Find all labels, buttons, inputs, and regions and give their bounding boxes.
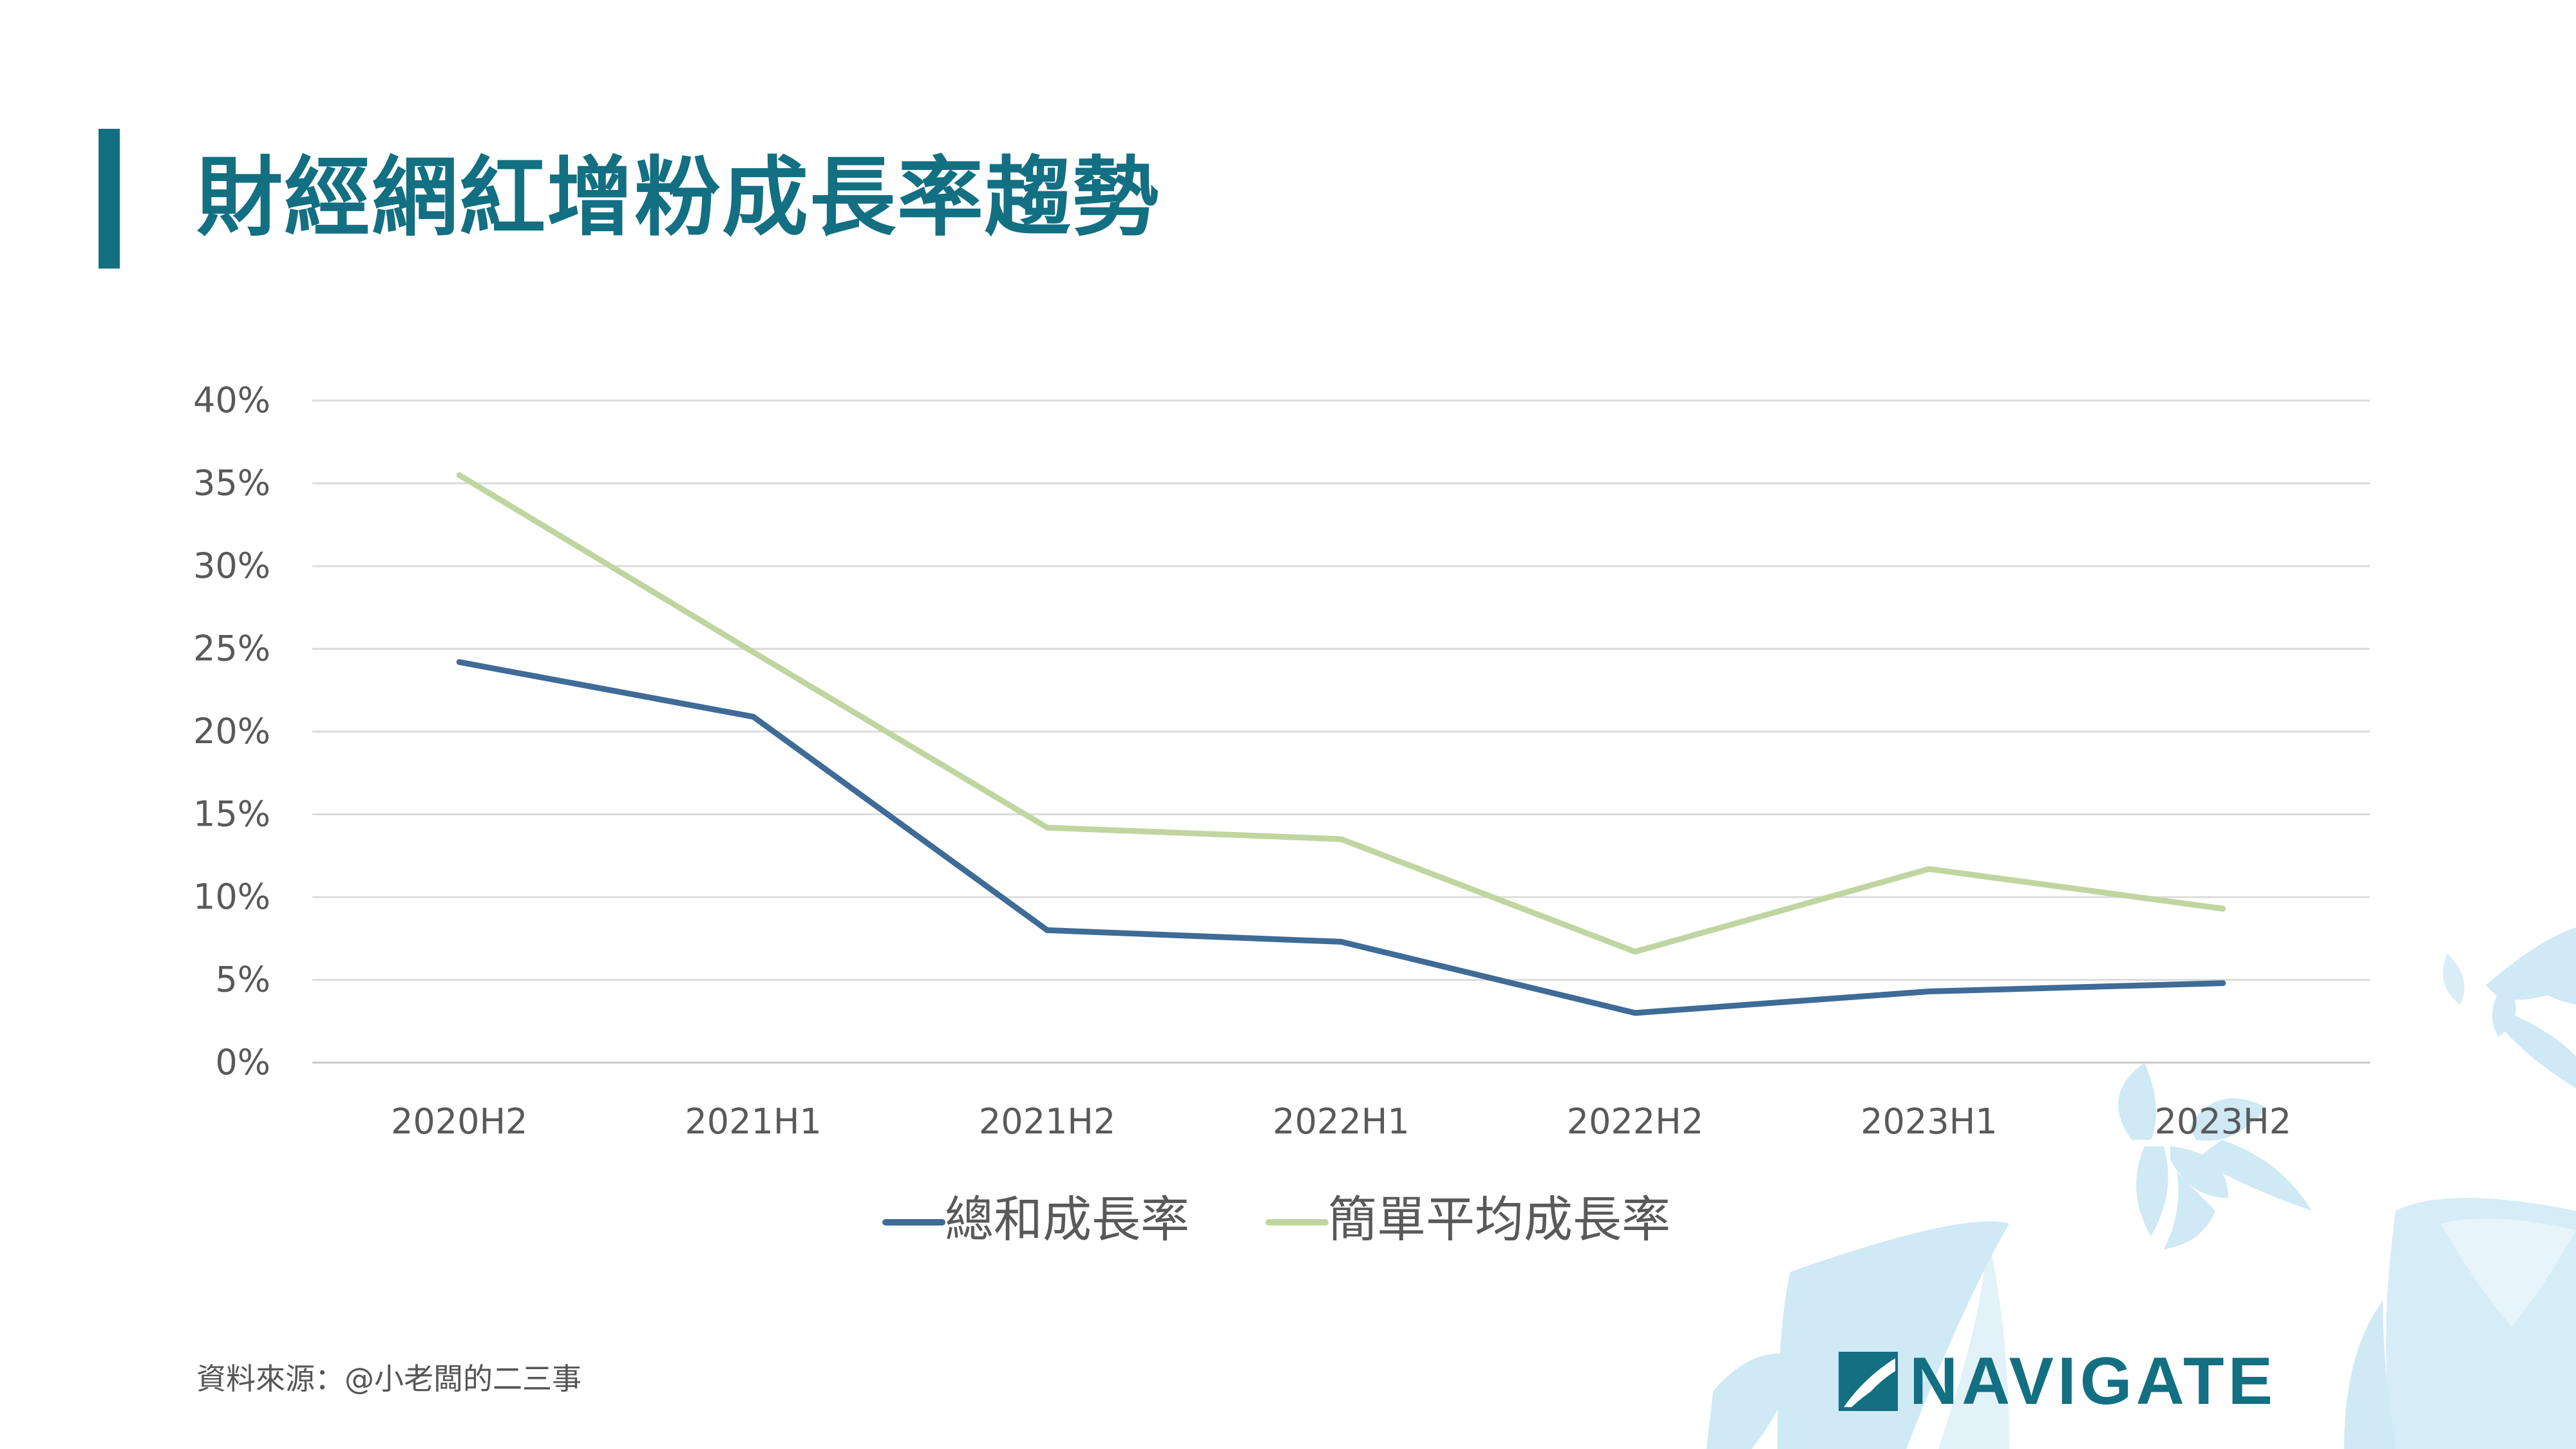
- y-tick-label: 20%: [193, 711, 270, 752]
- x-tick-label: 2022H1: [1273, 1101, 1409, 1142]
- series-lines: [456, 472, 2226, 1016]
- y-tick-label: 40%: [193, 380, 270, 421]
- data-point: [459, 475, 460, 476]
- data-point: [753, 716, 754, 717]
- y-tick-label: 10%: [193, 876, 270, 917]
- title-accent-bar: [99, 129, 120, 269]
- x-axis-ticks: 2020H2 2021H1 2021H2 2022H1 2022H2 2023H1 2023…: [391, 1101, 2291, 1142]
- logo-text: NAVIGATE: [1909, 1343, 2277, 1419]
- y-tick-label: 35%: [193, 463, 270, 504]
- x-tick-label: 2021H2: [979, 1101, 1115, 1142]
- series-line-1: [456, 472, 2226, 955]
- data-point: [1341, 941, 1342, 942]
- legend: 總和成長率 簡單平均成長率: [882, 1191, 1671, 1248]
- data-point: [1046, 827, 1048, 828]
- data-point: [1046, 929, 1048, 931]
- data-point: [1341, 838, 1342, 840]
- x-tick-label: 2023H2: [2155, 1101, 2291, 1142]
- data-point: [1634, 951, 1636, 952]
- page-title: 財經網紅增粉成長率趨勢: [196, 147, 1160, 248]
- x-tick-label: 2022H2: [1567, 1101, 1703, 1142]
- data-point: [2222, 908, 2224, 909]
- y-tick-label: 5%: [215, 960, 270, 1000]
- legend-label-1: 簡單平均成長率: [1328, 1191, 1671, 1248]
- data-point: [753, 652, 754, 653]
- x-tick-label: 2020H2: [391, 1101, 527, 1142]
- y-tick-label: 25%: [193, 629, 270, 669]
- y-axis-ticks: 0% 5% 10% 15% 20% 25% 30% 35% 40%: [193, 380, 270, 1083]
- series-line-0: [456, 659, 2226, 1016]
- data-point: [2222, 983, 2224, 984]
- data-point: [459, 661, 460, 663]
- source-note: 資料來源：@小老闆的二三事: [196, 1361, 582, 1396]
- data-point: [1928, 868, 1929, 869]
- logo-mark-icon: [1839, 1352, 1898, 1411]
- y-tick-label: 15%: [193, 794, 270, 835]
- y-tick-label: 30%: [193, 545, 270, 586]
- legend-label-0: 總和成長率: [945, 1191, 1189, 1248]
- grid-lines: [312, 399, 2370, 1064]
- data-point: [1928, 990, 1929, 992]
- data-point: [1634, 1012, 1636, 1014]
- y-tick-label: 0%: [215, 1042, 270, 1083]
- navigate-logo: NAVIGATE: [1839, 1343, 2277, 1419]
- x-tick-label: 2023H1: [1861, 1101, 1997, 1142]
- x-tick-label: 2021H1: [685, 1101, 821, 1142]
